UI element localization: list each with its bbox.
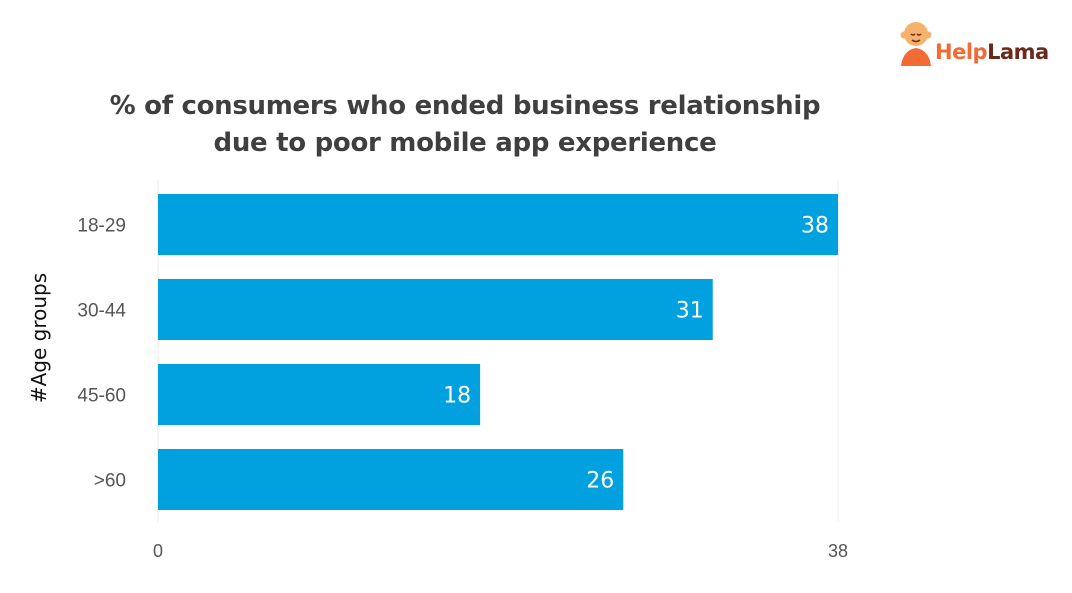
data-label: 38 xyxy=(801,214,829,239)
data-label: 18 xyxy=(443,384,471,409)
bar xyxy=(158,449,624,510)
brand-name-part2: Lama xyxy=(987,40,1049,64)
chart-title-line2: due to poor mobile app experience xyxy=(213,128,717,158)
bar xyxy=(158,279,713,340)
bar xyxy=(158,194,838,255)
category-label: 30-44 xyxy=(77,301,126,322)
category-label: 18-29 xyxy=(77,216,126,237)
x-tick-label: 38 xyxy=(828,541,848,561)
monk-icon xyxy=(900,22,932,66)
bar xyxy=(158,364,481,425)
brand-logo: HelpLama xyxy=(896,14,1066,70)
category-label: >60 xyxy=(94,471,126,492)
x-tick-label: 0 xyxy=(153,541,163,561)
brand-name-part1: Help xyxy=(935,40,988,64)
chart-title-line1: % of consumers who ended business relati… xyxy=(109,91,821,121)
data-label: 31 xyxy=(676,299,704,324)
data-label: 26 xyxy=(586,469,614,494)
category-label: 45-60 xyxy=(77,386,126,407)
chart-title: % of consumers who ended business relati… xyxy=(100,88,830,162)
brand-name: HelpLama xyxy=(935,40,1049,64)
